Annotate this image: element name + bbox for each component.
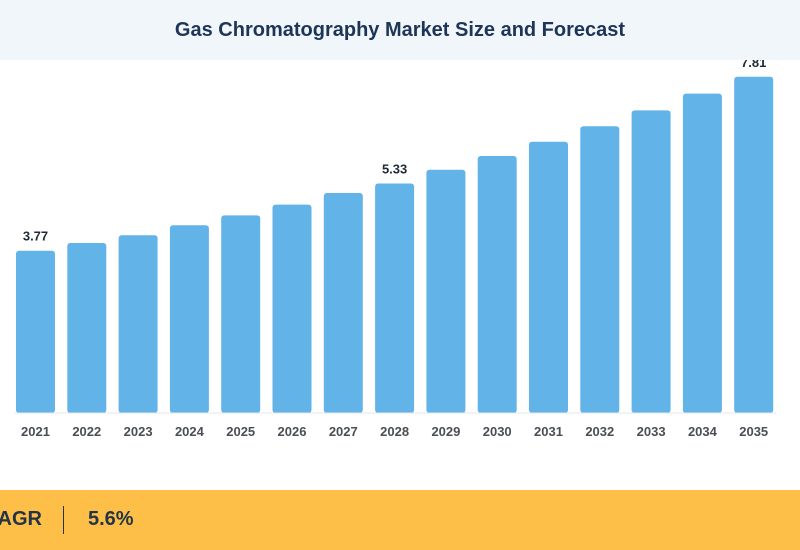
x-tick-2023: 2023 xyxy=(124,424,153,439)
x-tick-2032: 2032 xyxy=(585,424,614,439)
x-tick-2033: 2033 xyxy=(637,424,666,439)
bars-group xyxy=(16,76,774,414)
bar-2027 xyxy=(323,193,363,413)
x-tick-2025: 2025 xyxy=(226,424,255,439)
bar-2029 xyxy=(426,169,466,413)
x-tick-2027: 2027 xyxy=(329,424,358,439)
bar-2023 xyxy=(118,235,158,413)
bar-2034 xyxy=(682,93,722,413)
bar-2022 xyxy=(67,242,107,413)
bar-2030 xyxy=(477,155,517,413)
data-label-2028: 5.33 xyxy=(382,162,407,177)
bar-2024 xyxy=(169,225,209,413)
cagr-divider xyxy=(63,506,64,534)
data-labels: 3.77 5.33 7.81 xyxy=(23,60,767,244)
x-tick-2022: 2022 xyxy=(72,424,101,439)
bar-2025 xyxy=(221,215,261,413)
cagr-banner: CAGR 5.6% xyxy=(0,490,800,550)
x-tick-labels: 2021 2022 2023 2024 2025 2026 2027 2028 2029 2030… xyxy=(21,424,768,439)
chart-header: Gas Chromatography Market Size and Forec… xyxy=(0,0,800,60)
x-tick-2029: 2029 xyxy=(431,424,460,439)
bar-2032 xyxy=(580,126,620,414)
chart-title: Gas Chromatography Market Size and Forec… xyxy=(174,18,626,41)
x-tick-2026: 2026 xyxy=(278,424,307,439)
x-tick-2035: 2035 xyxy=(739,424,768,439)
bar-2033 xyxy=(631,110,671,414)
bar-2035 xyxy=(734,76,774,413)
x-tick-2028: 2028 xyxy=(380,424,409,439)
bar-2028 xyxy=(375,183,415,413)
data-label-2021: 3.77 xyxy=(23,229,48,244)
bar-2026 xyxy=(272,204,312,413)
bar-2021 xyxy=(16,250,55,413)
x-tick-2034: 2034 xyxy=(688,424,718,439)
x-tick-2031: 2031 xyxy=(534,424,563,439)
cagr-label: CAGR xyxy=(0,508,42,530)
data-label-2035: 7.81 xyxy=(741,60,766,70)
bar-chart: 2021 2022 2023 2024 2025 2026 2027 2028 2029 2030… xyxy=(14,60,776,439)
x-tick-2024: 2024 xyxy=(175,424,205,439)
x-tick-2030: 2030 xyxy=(483,424,512,439)
x-tick-2021: 2021 xyxy=(21,424,50,439)
bar-2031 xyxy=(529,141,568,413)
cagr-value: 5.6% xyxy=(88,508,134,530)
